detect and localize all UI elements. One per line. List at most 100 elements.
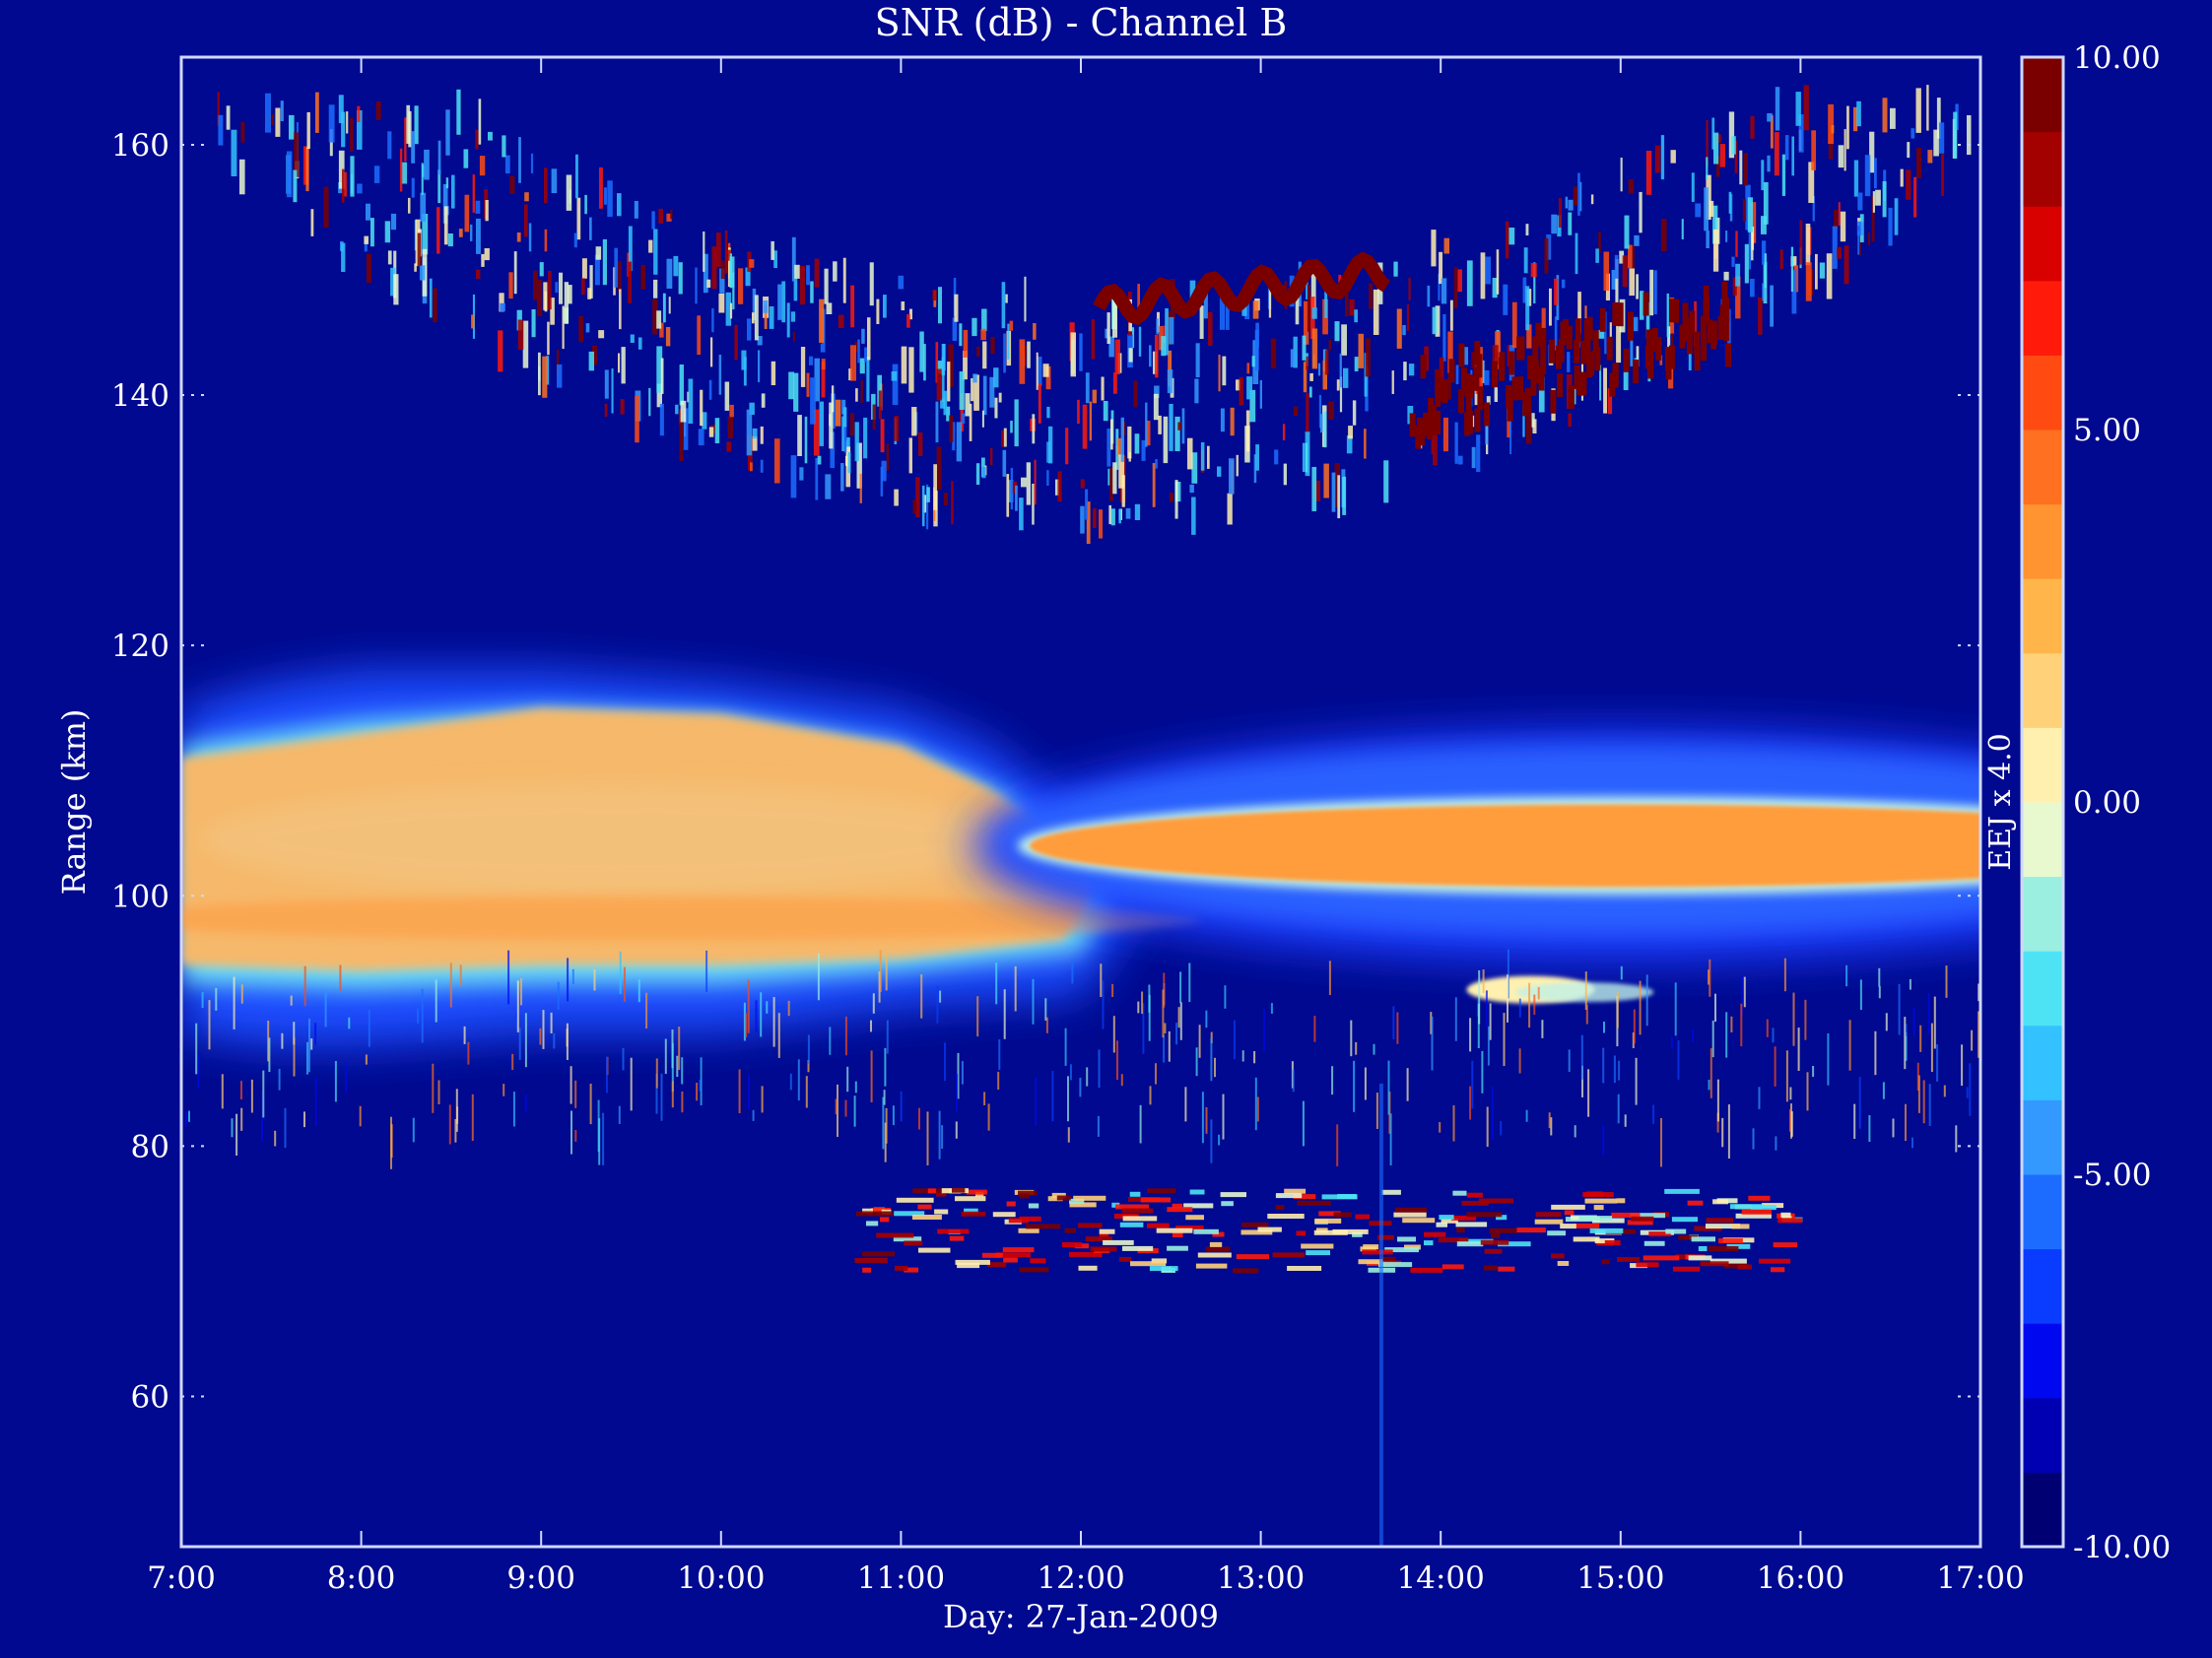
lower-echo-streak (1078, 1265, 1098, 1271)
upper-echo-streak (387, 131, 392, 160)
lower-echo-streak (1648, 1231, 1671, 1237)
upper-echo-streak (411, 177, 415, 198)
upper-echo-strong (1435, 368, 1441, 393)
lower-echo-streak (1121, 1208, 1154, 1214)
lower-echo-streak (1333, 1212, 1352, 1218)
upper-echo-strong (1538, 366, 1545, 391)
upper-echo-streak (1358, 333, 1364, 368)
upper-echo-streak (859, 473, 862, 503)
noise-streak (1613, 1055, 1616, 1084)
upper-echo-streak (1225, 294, 1230, 330)
afternoon-echo-patch-2 (1515, 982, 1654, 1003)
upper-echo-streak (475, 200, 481, 214)
noise-streak (1905, 1024, 1908, 1036)
lower-echo-streak (1073, 1195, 1106, 1201)
lower-echo-streak (904, 1240, 923, 1246)
lower-echo-streak (1535, 1212, 1562, 1218)
upper-echo-streak (1725, 231, 1728, 242)
noise-streak (807, 1034, 810, 1064)
lower-echo-streak (1172, 1203, 1183, 1209)
noise-streak (1677, 1040, 1680, 1080)
lower-echo-streak (1301, 1243, 1334, 1249)
upper-echo-strong (1574, 365, 1580, 389)
upper-echo-streak (557, 364, 563, 388)
lower-echo-streak (1643, 1240, 1665, 1246)
upper-echo-streak (1393, 261, 1398, 277)
noise-streak (448, 1104, 451, 1145)
colorbar-label: EEJ x 4.0 (1983, 733, 2018, 871)
upper-echo-streak (1900, 168, 1904, 187)
upper-echo-streak (1005, 294, 1008, 303)
upper-echo-strong (1448, 359, 1455, 383)
upper-echo-streak (419, 265, 426, 281)
upper-echo-streak (1554, 278, 1559, 305)
noise-streak (1353, 1060, 1356, 1112)
lower-echo-streak (981, 1252, 1003, 1258)
upper-echo-streak (698, 429, 704, 446)
noise-streak (1905, 1103, 1907, 1142)
upper-echo-streak (1154, 385, 1160, 398)
upper-echo-streak (886, 443, 890, 471)
upper-echo-streak (1798, 114, 1804, 153)
upper-echo-streak (1015, 485, 1018, 511)
afternoon-echo-core (1029, 804, 1980, 888)
upper-echo-streak (1713, 132, 1719, 165)
upper-echo-streak (1595, 248, 1599, 263)
lower-echo-streak (862, 1208, 873, 1214)
noise-streak (598, 1118, 601, 1165)
upper-echo-streak (1636, 274, 1639, 299)
upper-echo-streak (892, 364, 899, 406)
lower-echo-streak (1741, 1209, 1773, 1215)
upper-echo-streak (1037, 356, 1042, 386)
noise-streak (1804, 999, 1807, 1040)
upper-echo-streak (1036, 352, 1039, 390)
lower-echo-streak (1489, 1227, 1518, 1233)
upper-echo-streak (1639, 191, 1642, 233)
upper-echo-streak (1611, 270, 1617, 290)
upper-echo-streak (1750, 116, 1755, 139)
upper-echo-streak (752, 289, 757, 321)
colorbar-ticks: 10.005.000.00-5.00-10.00 (2073, 40, 2171, 1565)
lower-echo-streak (1090, 1246, 1117, 1252)
upper-echo-strong (1466, 410, 1473, 434)
lower-echo-streak (957, 1263, 980, 1269)
upper-echo-streak (1731, 256, 1735, 267)
noise-streak (1116, 1040, 1118, 1081)
upper-echo-streak (1795, 92, 1801, 126)
upper-echo-streak (1336, 379, 1340, 391)
upper-echo-streak (708, 427, 714, 437)
upper-echo-streak (1236, 379, 1241, 391)
colorbar-swatch (2022, 951, 2063, 1027)
upper-echo-strong (1645, 345, 1651, 369)
upper-echo-streak (420, 192, 427, 222)
noise-streak (1789, 1087, 1792, 1100)
upper-echo-streak (1169, 404, 1173, 451)
upper-echo-streak (935, 401, 939, 443)
noise-streak (1164, 1023, 1167, 1033)
upper-echo-streak (1046, 406, 1050, 419)
upper-echo-streak (746, 409, 753, 456)
noise-streak (976, 996, 979, 1037)
upper-echo-strong (1540, 327, 1547, 352)
noise-streak (1584, 971, 1587, 1010)
upper-echo-streak (1805, 262, 1812, 301)
upper-echo-streak (1819, 262, 1826, 279)
upper-echo-streak (1530, 263, 1537, 278)
noise-streak (1198, 1025, 1201, 1058)
upper-echo-streak (867, 317, 871, 361)
noise-streak (1868, 1115, 1871, 1142)
upper-echo-streak (518, 137, 521, 183)
lower-echo-streak (1691, 1236, 1715, 1242)
lower-echo-streak (895, 1265, 908, 1271)
upper-echo-streak (786, 302, 790, 338)
noise-streak (570, 1110, 572, 1155)
upper-echo-streak (1161, 336, 1167, 357)
upper-echo-streak (824, 268, 829, 304)
lower-echo-streak (1068, 1251, 1103, 1257)
upper-echo-streak (941, 344, 946, 376)
upper-echo-streak (678, 409, 683, 425)
upper-echo-streak (1927, 150, 1933, 164)
upper-echo-streak (1838, 145, 1844, 168)
upper-echo-streak (1348, 426, 1353, 439)
